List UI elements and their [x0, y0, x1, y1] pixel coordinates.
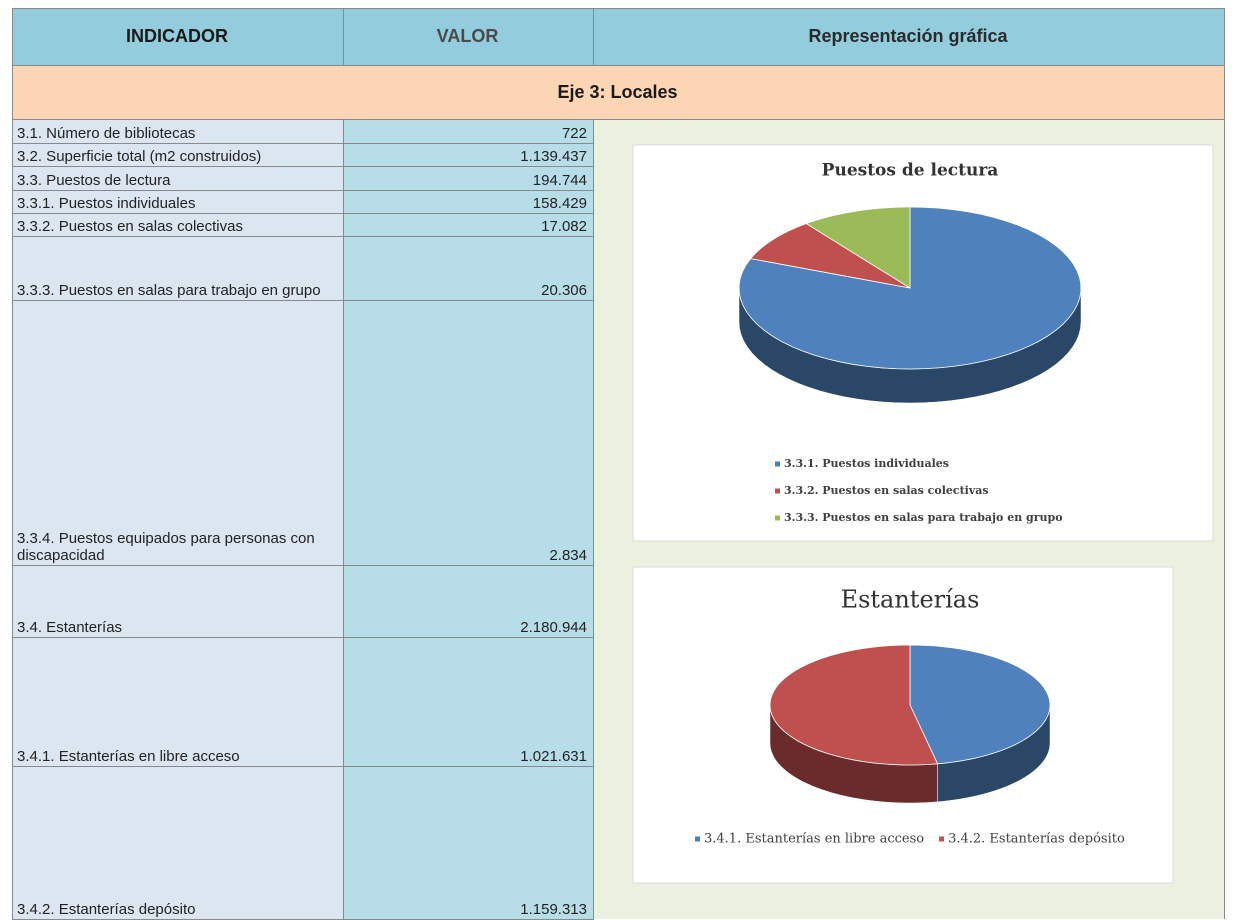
- label-cell: 3.3. Puestos de lectura: [12, 166, 344, 191]
- value-text: 17.082: [541, 218, 587, 235]
- label-text: 3.4. Estanterías: [17, 619, 123, 636]
- label-text: 3.2. Superficie total (m2 construidos): [17, 148, 262, 165]
- value-text: 2.834: [549, 547, 587, 564]
- label-text: 3.3. Puestos de lectura: [17, 172, 171, 189]
- legend-label: 3.3.2. Puestos en salas colectivas: [784, 484, 989, 497]
- value-text: 1.021.631: [520, 748, 587, 765]
- chart-title: Puestos de lectura: [822, 161, 999, 181]
- value-cell: 1.159.313: [343, 766, 594, 920]
- label-cell: 3.3.1. Puestos individuales: [12, 190, 344, 214]
- label-text: 3.3.3. Puestos en salas para trabajo en …: [17, 282, 321, 299]
- label-text: 3.1. Número de bibliotecas: [17, 125, 196, 142]
- legend-swatch: [775, 515, 780, 521]
- label-cell: 3.4. Estanterías: [12, 565, 344, 638]
- legend-swatch: [775, 461, 780, 467]
- value-cell: 1.021.631: [343, 637, 594, 767]
- label-cell: 3.1. Número de bibliotecas: [12, 119, 344, 144]
- label-text: 3.4.2. Estanterías depósito: [17, 901, 196, 918]
- pie-slice: [749, 223, 911, 289]
- value-cell: 17.082: [343, 213, 594, 237]
- legend-label: 3.4.2. Estanterías depósito: [948, 832, 1125, 847]
- pie-slice: [909, 644, 1051, 765]
- value-cell: 2.834: [343, 300, 594, 566]
- pie-slice: [769, 644, 939, 766]
- value-text: 1.139.437: [520, 148, 587, 165]
- label-text: 3.3.1. Puestos individuales: [17, 195, 196, 212]
- value-text: 194.744: [532, 172, 587, 189]
- value-text: 722: [561, 125, 587, 142]
- value-text: 158.429: [532, 195, 587, 212]
- label-cell: 3.4.2. Estanterías depósito: [12, 766, 344, 920]
- label-text: 3.4.1. Estanterías en libre acceso: [17, 748, 240, 765]
- chart-title: Estanterías: [841, 586, 980, 614]
- legend-label: 3.4.1. Estanterías en libre acceso: [704, 832, 924, 847]
- value-text: 2.180.944: [520, 619, 587, 636]
- value-text: 20.306: [541, 282, 587, 299]
- value-cell: 158.429: [343, 190, 594, 214]
- legend-swatch: [775, 488, 780, 494]
- pie-slice: [805, 206, 911, 289]
- legend-label: 3.3.1. Puestos individuales: [784, 457, 949, 470]
- label-cell: 3.3.2. Puestos en salas colectivas: [12, 213, 344, 237]
- label-cell: 3.3.4. Puestos equipados para personas c…: [12, 300, 344, 566]
- label-text: 3.3.2. Puestos en salas colectivas: [17, 218, 243, 235]
- value-cell: 194.744: [343, 166, 594, 191]
- legend-swatch: [939, 836, 945, 842]
- label-cell: 3.2. Superficie total (m2 construidos): [12, 143, 344, 167]
- header-cell: INDICADOR: [12, 8, 344, 66]
- legend-label: 3.3.3. Puestos en salas para trabajo en …: [784, 511, 1063, 524]
- legend-swatch: [695, 836, 700, 842]
- value-cell: 1.139.437: [343, 143, 594, 167]
- value-cell: 20.306: [343, 236, 594, 301]
- label-text: 3.3.4. Puestos equipados para personas c…: [17, 530, 315, 564]
- header-cell: Representación gráfica: [593, 8, 1225, 66]
- value-text: 1.159.313: [520, 901, 587, 918]
